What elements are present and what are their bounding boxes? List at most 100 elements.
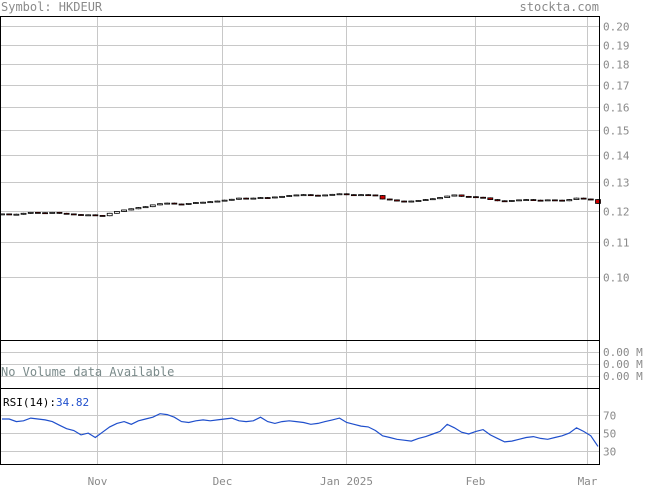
volume-tick-label: 0.00 M — [603, 370, 643, 383]
price-candle — [336, 193, 343, 196]
price-candle — [473, 196, 479, 199]
price-tick-label: 0.11 — [603, 237, 630, 250]
price-candle — [0, 213, 5, 216]
price-candle — [264, 197, 271, 199]
rsi-panel: RSI(14):34.82 70 50 30 — [0, 388, 616, 465]
price-candles — [0, 193, 601, 217]
x-axis: Nov Dec Jan 2025 Feb Mar — [88, 475, 598, 486]
rsi-tick-label: 70 — [603, 410, 616, 423]
price-candle — [185, 203, 192, 205]
price-candle — [537, 199, 544, 202]
volume-axis: 0.00 M0.00 M0.00 M — [603, 346, 643, 383]
price-candle — [508, 200, 515, 202]
price-candle — [243, 197, 250, 200]
price-candle — [106, 212, 113, 217]
price-candle — [157, 203, 163, 206]
price-candle — [480, 196, 487, 199]
symbol-label: Symbol: HKDEUR — [1, 0, 103, 14]
price-candle — [552, 199, 558, 202]
price-candle — [271, 196, 278, 199]
price-candle — [350, 194, 357, 197]
price-candle — [113, 211, 120, 214]
price-candle — [85, 214, 92, 217]
x-tick-label: Feb — [466, 475, 486, 486]
x-tick-label: Nov — [88, 475, 108, 486]
price-candle — [149, 204, 156, 208]
price-candle — [6, 213, 13, 216]
price-candle — [379, 195, 386, 200]
price-tick-label: 0.18 — [603, 59, 630, 72]
no-volume-message: No Volume data Available — [1, 365, 174, 379]
price-candle — [257, 197, 264, 199]
price-tick-label: 0.13 — [603, 177, 630, 190]
price-candle — [595, 199, 601, 204]
price-candle — [164, 202, 171, 205]
price-candle — [70, 213, 77, 216]
price-candle — [358, 194, 364, 197]
rsi-label: RSI(14):34.82 — [3, 396, 89, 409]
price-candle — [171, 202, 178, 205]
price-candle — [92, 214, 99, 217]
rsi-axis: 70 50 30 — [603, 410, 616, 459]
price-candle — [128, 208, 135, 211]
price-tick-label: 0.16 — [603, 102, 630, 115]
price-candle — [228, 198, 235, 201]
rsi-grid — [1, 415, 599, 452]
price-candle — [516, 199, 522, 202]
price-candle — [286, 195, 293, 197]
price-grid — [1, 17, 599, 464]
volume-tick-label: 0.00 M — [603, 358, 643, 371]
price-candle — [78, 214, 84, 216]
price-candle — [293, 194, 300, 197]
price-candle — [437, 197, 443, 200]
price-candle — [49, 211, 56, 214]
price-candle — [307, 194, 314, 197]
price-candle — [42, 212, 48, 215]
price-candle — [429, 198, 436, 201]
price-candle — [315, 194, 321, 197]
price-candle — [372, 194, 379, 197]
price-candle — [200, 201, 206, 204]
price-candle — [27, 211, 34, 214]
price-candle — [544, 199, 551, 202]
price-candle — [329, 193, 336, 196]
price-candle — [465, 195, 472, 198]
price-candle — [401, 200, 408, 203]
rsi-value: 34.82 — [56, 396, 89, 409]
price-candle — [250, 197, 257, 200]
price-candle — [192, 202, 199, 204]
volume-panel: No Volume data Available 0.00 M0.00 M0.0… — [0, 340, 643, 389]
price-candle — [523, 199, 530, 201]
x-tick-label: Dec — [213, 475, 233, 486]
volume-tick-label: 0.00 M — [603, 346, 643, 359]
price-candle — [386, 198, 393, 201]
price-candle — [63, 212, 70, 215]
price-candle — [20, 212, 27, 215]
price-candle — [322, 194, 329, 197]
price-candle — [451, 194, 458, 197]
rsi-tick-label: 50 — [603, 428, 616, 441]
price-candle — [444, 195, 451, 198]
x-tick-label: Jan 2025 — [320, 475, 373, 486]
rsi-tick-label: 30 — [603, 446, 616, 459]
rsi-panel-frame — [0, 388, 600, 465]
price-candle — [587, 198, 594, 201]
price-candle — [35, 211, 41, 214]
price-candle — [580, 197, 587, 200]
price-candle — [573, 197, 580, 200]
price-candle — [559, 199, 565, 202]
price-tick-label: 0.14 — [603, 150, 630, 163]
price-candle — [178, 203, 185, 206]
price-candle — [487, 197, 494, 200]
price-candle — [365, 194, 372, 197]
price-candle — [458, 194, 465, 197]
site-link[interactable]: stockta.com — [520, 0, 599, 14]
price-tick-label: 0.20 — [603, 21, 630, 34]
price-candle — [99, 215, 106, 217]
price-panel: 0.20 0.19 0.18 0.17 0.16 0.15 0.14 0.13 0.12 0.11… — [0, 16, 630, 464]
price-tick-label: 0.10 — [603, 272, 630, 285]
rsi-series-line — [2, 413, 599, 447]
price-candle — [300, 194, 307, 197]
x-tick-label: Mar — [578, 475, 598, 486]
